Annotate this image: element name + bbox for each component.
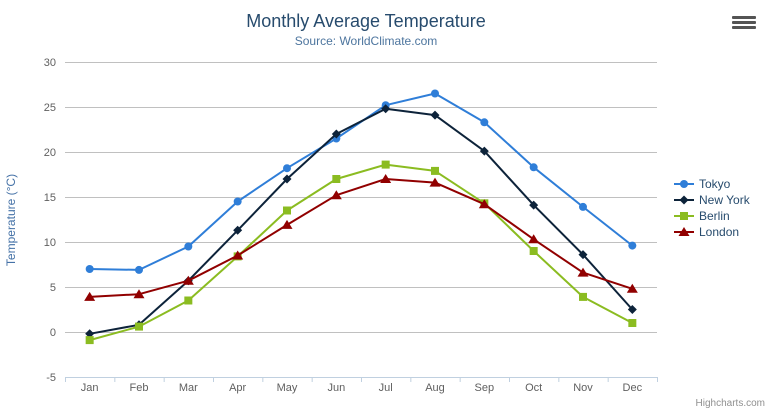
data-point-berlin[interactable] (431, 166, 439, 175)
credits-link[interactable]: Highcharts.com (695, 398, 765, 409)
data-point-berlin[interactable] (381, 160, 390, 169)
data-point-london[interactable] (577, 267, 589, 277)
y-axis-title: Temperature (°C) (4, 173, 18, 267)
data-point-berlin[interactable] (579, 292, 587, 301)
x-axis-label: Jul (379, 382, 393, 394)
legend-item-london[interactable]: London (674, 224, 750, 240)
data-point-tokyo[interactable] (431, 89, 439, 98)
hamburger-icon (732, 16, 756, 19)
data-point-new-york[interactable] (233, 225, 243, 235)
legend-label: Tokyo (699, 177, 731, 191)
legend-marker-tokyo[interactable] (680, 180, 688, 188)
data-point-tokyo[interactable] (184, 242, 193, 251)
data-point-london[interactable] (626, 283, 638, 293)
series-london (84, 174, 638, 301)
y-axis-label: 5 (50, 282, 56, 294)
data-point-new-york[interactable] (627, 305, 637, 314)
data-point-berlin[interactable] (529, 247, 538, 255)
data-point-london[interactable] (330, 190, 342, 200)
data-point-berlin[interactable] (332, 175, 341, 183)
legend-marker-london[interactable] (678, 227, 690, 236)
series-tokyo (85, 89, 637, 274)
data-point-tokyo[interactable] (529, 163, 538, 172)
y-axis-label: 10 (44, 237, 56, 249)
data-point-tokyo[interactable] (85, 265, 94, 273)
legend-marker-square-icon (674, 212, 694, 220)
series-line-london[interactable] (88, 178, 634, 298)
data-point-new-york[interactable] (430, 110, 440, 120)
legend-item-tokyo[interactable]: Tokyo (674, 176, 750, 192)
y-axis-label: 25 (44, 102, 56, 114)
x-axis-label: Apr (229, 382, 246, 394)
x-axis-label: May (277, 382, 298, 394)
data-point-berlin[interactable] (184, 296, 193, 305)
legend-label: New York (699, 193, 750, 207)
y-axis-label: 0 (50, 327, 56, 339)
legend-marker-triangle-icon (674, 227, 694, 236)
chart-title: Monthly Average Temperature (246, 11, 486, 31)
data-point-tokyo[interactable] (233, 197, 242, 206)
legend-item-new-york[interactable]: New York (674, 192, 750, 208)
x-axis-label: Feb (130, 382, 149, 394)
legend-item-berlin[interactable]: Berlin (674, 208, 750, 224)
data-point-new-york[interactable] (529, 200, 539, 210)
legend-marker-new-york[interactable] (679, 195, 689, 205)
y-axis-label: 30 (44, 57, 56, 69)
x-axis-label: Dec (623, 382, 643, 394)
series-new-york (85, 104, 637, 339)
y-axis-label: 15 (44, 192, 56, 204)
data-point-berlin[interactable] (135, 322, 143, 331)
data-point-berlin[interactable] (628, 319, 637, 327)
data-point-berlin[interactable] (85, 336, 94, 345)
x-axis-label: Sep (475, 382, 495, 394)
data-point-london[interactable] (232, 250, 244, 260)
data-point-new-york[interactable] (381, 104, 391, 114)
legend-marker-berlin[interactable] (680, 212, 688, 220)
data-point-london[interactable] (281, 219, 293, 229)
data-point-london[interactable] (380, 174, 392, 183)
data-point-london[interactable] (478, 199, 490, 209)
data-point-new-york[interactable] (331, 129, 341, 139)
x-axis-label: Nov (573, 382, 593, 394)
chart-subtitle: Source: WorldClimate.com (294, 34, 438, 48)
data-point-tokyo[interactable] (628, 241, 637, 250)
data-point-london[interactable] (528, 234, 540, 244)
legend-marker-diamond-icon (674, 195, 694, 205)
x-axis-label: Jan (81, 382, 99, 394)
x-axis-label: Aug (425, 382, 445, 394)
legend-marker-circle-icon (674, 180, 694, 188)
data-point-new-york[interactable] (578, 250, 588, 260)
data-point-tokyo[interactable] (135, 265, 143, 274)
data-point-new-york[interactable] (479, 146, 489, 156)
data-point-london[interactable] (133, 289, 145, 299)
data-point-london[interactable] (182, 275, 194, 285)
hamburger-icon (732, 21, 756, 24)
data-point-london[interactable] (84, 291, 96, 301)
data-point-london[interactable] (429, 177, 441, 187)
series-line-tokyo[interactable] (88, 92, 634, 271)
legend-label: Berlin (699, 209, 730, 223)
y-axis-label: 20 (44, 147, 56, 159)
legend-label: London (699, 225, 740, 239)
data-point-new-york[interactable] (85, 329, 95, 339)
data-point-tokyo[interactable] (283, 164, 291, 173)
x-axis-label: Oct (525, 382, 542, 394)
series-line-berlin[interactable] (88, 163, 634, 342)
hamburger-icon (732, 26, 756, 29)
x-axis-label: Jun (327, 382, 345, 394)
data-point-new-york[interactable] (282, 174, 292, 184)
data-point-tokyo[interactable] (480, 118, 489, 127)
data-point-tokyo[interactable] (579, 202, 587, 211)
series-line-new-york[interactable] (88, 107, 634, 335)
data-point-berlin[interactable] (283, 206, 291, 215)
y-axis-label: -5 (46, 372, 56, 384)
legend: Tokyo New York Berlin London (674, 176, 750, 240)
x-axis-label: Mar (179, 382, 198, 394)
export-menu-button[interactable] (732, 16, 756, 29)
